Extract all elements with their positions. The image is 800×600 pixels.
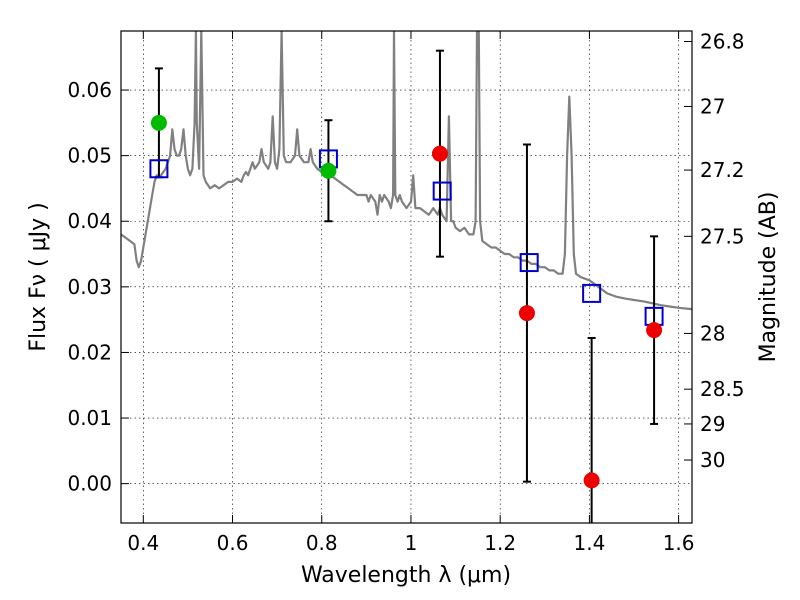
- model-square-marker: [582, 283, 602, 303]
- data-point-marker: [320, 162, 337, 179]
- x-tick-label: 0.4: [127, 531, 159, 555]
- y-tick-label: 0.05: [67, 144, 112, 168]
- data-point-marker: [150, 114, 167, 131]
- y-tick-label: 0.06: [67, 78, 112, 102]
- data-point-marker: [583, 472, 600, 489]
- data-point-marker: [518, 305, 535, 322]
- x-axis: 0.4 0.6 0.8 1 1.2 1.4 1.6: [127, 31, 695, 555]
- y2-tick-label: 27.5: [700, 224, 745, 248]
- y-tick-label: 0.04: [67, 209, 112, 233]
- y2-tick-label: 30: [700, 448, 725, 472]
- y-tick-label: 0.03: [67, 275, 112, 299]
- x-tick-label: 0.6: [217, 531, 249, 555]
- y2-axis: 26.8 27 27.2 27.5 28 28.5 29 30: [684, 29, 745, 472]
- y2-tick-label: 28.5: [700, 377, 745, 401]
- x-tick-label: 1: [405, 531, 418, 555]
- y2-tick-label: 28: [700, 321, 725, 345]
- y2-tick-label: 29: [700, 412, 725, 436]
- y2-axis-label: Magnitude (AB): [756, 192, 781, 363]
- x-axis-label: Wavelength λ (μm): [301, 563, 511, 588]
- y-tick-label: 0.00: [67, 472, 112, 496]
- y2-tick-label: 27: [700, 94, 725, 118]
- model-square-marker: [432, 181, 452, 201]
- y-axis-label: Flux Fν ( μJy ): [26, 202, 51, 351]
- model-square-marker: [149, 159, 169, 179]
- model-square-marker: [519, 253, 539, 273]
- plot-series: [121, 31, 692, 523]
- x-tick-label: 1.2: [484, 531, 516, 555]
- y2-tick-label: 26.8: [700, 29, 745, 53]
- plot-frame: [120, 30, 693, 524]
- data-point-marker: [646, 322, 663, 339]
- x-tick-label: 0.8: [306, 531, 338, 555]
- y-tick-label: 0.02: [67, 340, 112, 364]
- data-point-marker: [431, 145, 448, 162]
- spectrum-line: [121, 31, 692, 311]
- x-tick-label: 1.4: [573, 531, 605, 555]
- x-tick-label: 1.6: [663, 531, 695, 555]
- y2-tick-label: 27.2: [700, 158, 745, 182]
- y-axis: 0.00 0.01 0.02 0.03 0.04 0.05 0.06: [67, 78, 129, 496]
- grid: [121, 31, 692, 523]
- y-tick-label: 0.01: [67, 406, 112, 430]
